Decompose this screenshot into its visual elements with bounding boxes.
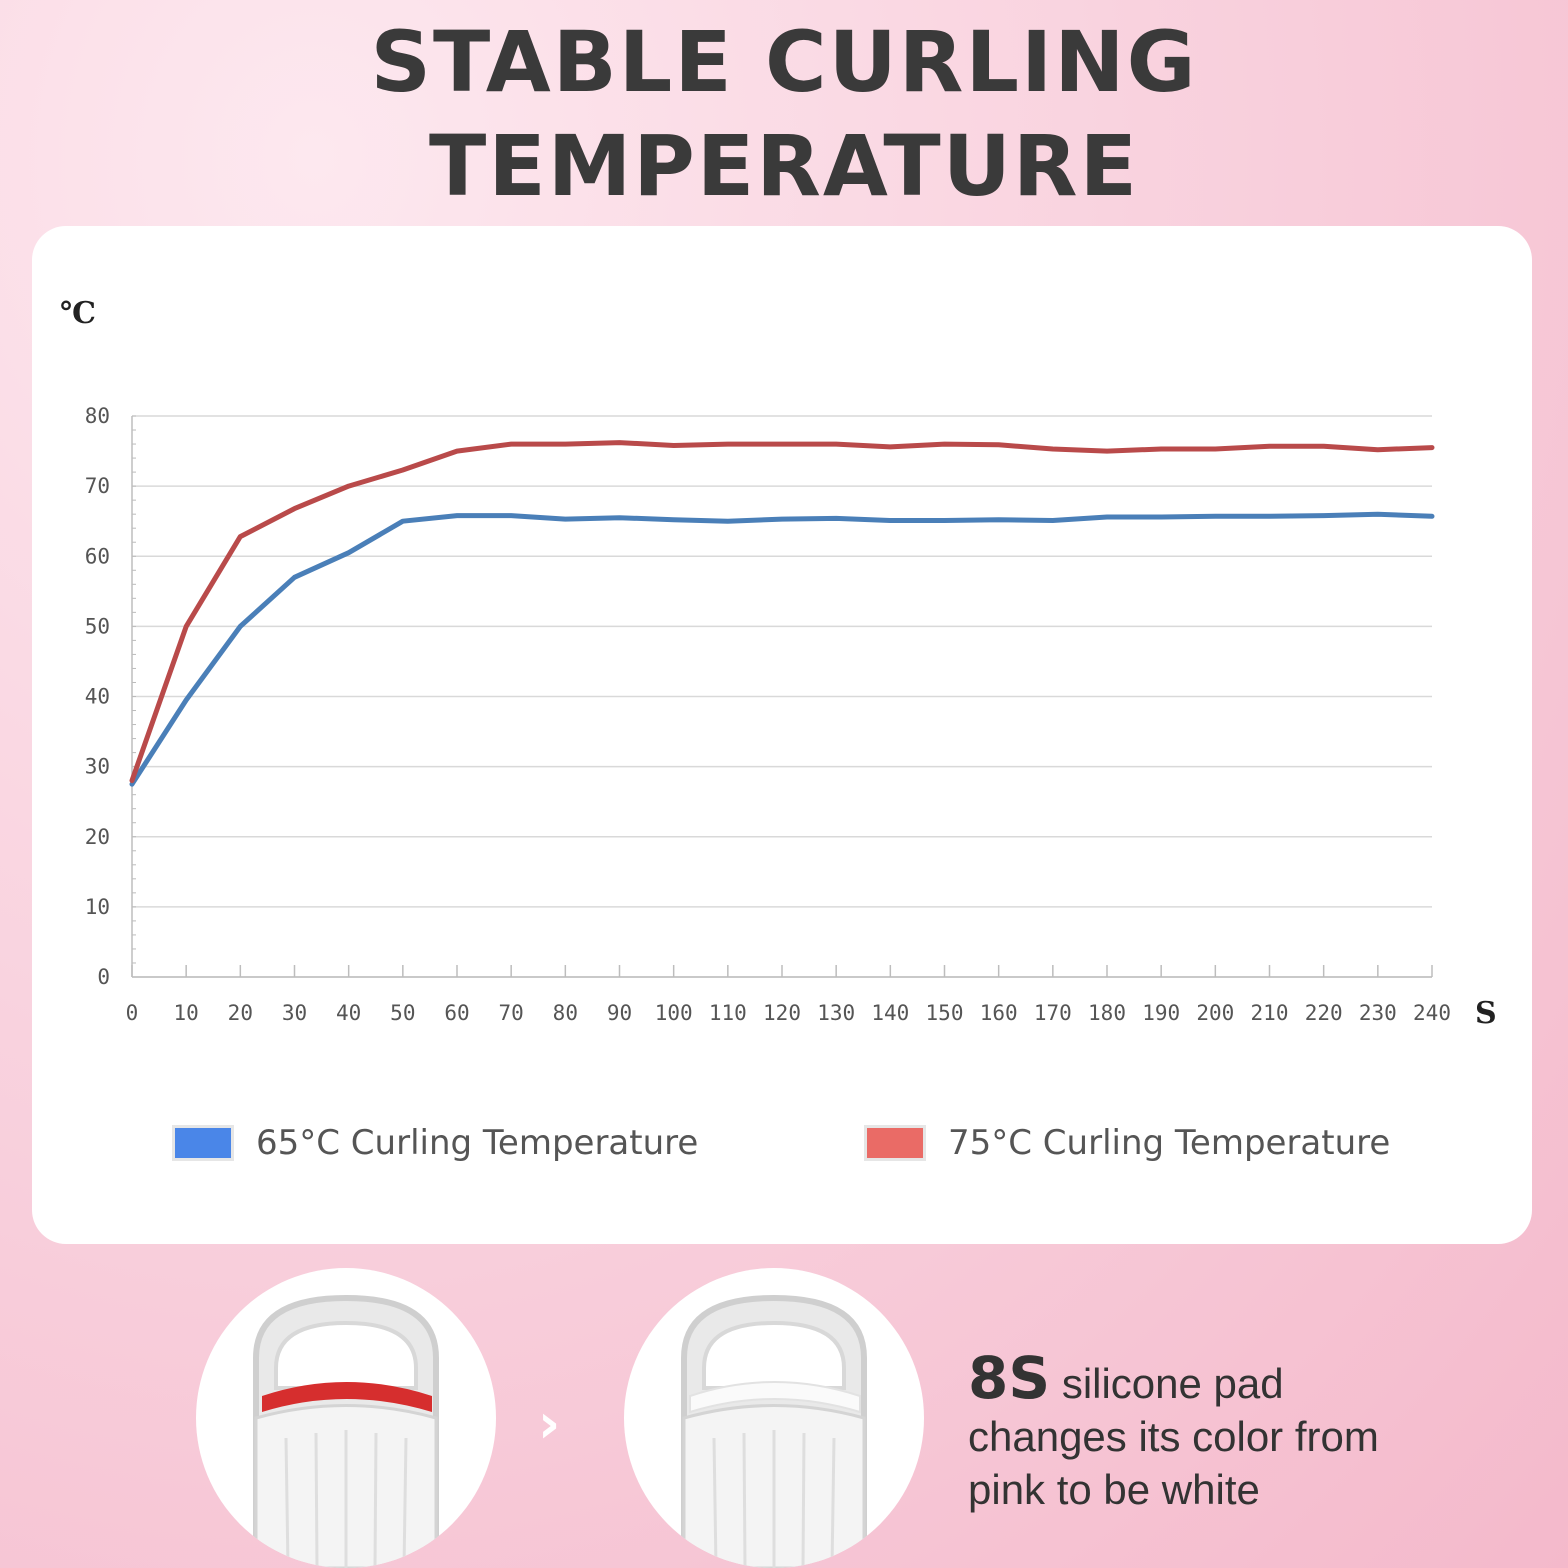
series-line-1 bbox=[129, 440, 1435, 784]
caption-text: 8S silicone pad changes its color from p… bbox=[968, 1349, 1379, 1516]
curler-before-image bbox=[196, 1268, 496, 1568]
x-tick-label: 240 bbox=[1413, 1001, 1451, 1025]
x-tick-label: 40 bbox=[336, 1001, 361, 1025]
series-line-0 bbox=[129, 511, 1435, 787]
eyelash-curler-icon bbox=[253, 1294, 439, 1568]
x-tick-label: 70 bbox=[499, 1001, 524, 1025]
x-tick-label: 100 bbox=[655, 1001, 693, 1025]
x-tick-label: 80 bbox=[553, 1001, 578, 1025]
legend-item-75: 75°C Curling Temperature bbox=[864, 1120, 1390, 1166]
x-tick-label: 230 bbox=[1359, 1001, 1397, 1025]
x-tick-label: 220 bbox=[1305, 1001, 1343, 1025]
x-tick-label: 160 bbox=[980, 1001, 1018, 1025]
legend-swatch-red bbox=[864, 1125, 926, 1161]
y-tick-label: 10 bbox=[85, 895, 110, 919]
y-tick-label: 30 bbox=[85, 755, 110, 779]
x-tick-label: 30 bbox=[282, 1001, 307, 1025]
legend-swatch-blue bbox=[172, 1125, 234, 1161]
legend-label-75: 75°C Curling Temperature bbox=[948, 1123, 1391, 1163]
x-tick-label: 90 bbox=[607, 1001, 632, 1025]
x-axis-unit-label: S bbox=[1475, 996, 1497, 1031]
temperature-line-chart: 0 10 20 30 40 50 60 70 80 0 10 20 30 40 50 60 70 80 90 100 1… bbox=[60, 296, 1497, 1031]
legend-label-65: 65°C Curling Temperature bbox=[256, 1123, 699, 1163]
page-title-line-1: STABLE CURLING bbox=[370, 13, 1198, 111]
x-tick-label: 110 bbox=[709, 1001, 747, 1025]
x-tick-label: 140 bbox=[871, 1001, 909, 1025]
y-axis-unit-label: ℃ bbox=[60, 296, 96, 331]
caption-line-2: changes its color from bbox=[968, 1413, 1379, 1460]
y-tick-label: 20 bbox=[85, 825, 110, 849]
x-tick-label: 150 bbox=[926, 1001, 964, 1025]
caption-line-1: silicone pad bbox=[1061, 1360, 1284, 1407]
y-tick-label: 70 bbox=[85, 474, 110, 498]
y-tick-label: 50 bbox=[85, 614, 110, 638]
x-tick-label: 120 bbox=[763, 1001, 801, 1025]
eyelash-curler-icon bbox=[681, 1294, 867, 1568]
x-tick-label: 50 bbox=[390, 1001, 415, 1025]
legend-item-65: 65°C Curling Temperature bbox=[172, 1120, 698, 1166]
x-tick-label: 10 bbox=[174, 1001, 199, 1025]
chevron-right-icon: › bbox=[538, 1392, 561, 1455]
x-tick-label: 0 bbox=[126, 1001, 139, 1025]
x-tick-label: 200 bbox=[1196, 1001, 1234, 1025]
chart-card: 0 10 20 30 40 50 60 70 80 0 10 20 30 40 50 60 70 80 90 100 1… bbox=[32, 226, 1532, 1244]
caption-bold: 8S bbox=[968, 1344, 1051, 1412]
page-title-line-2: TEMPERATURE bbox=[429, 117, 1139, 215]
y-tick-label: 0 bbox=[97, 965, 110, 989]
x-tick-label: 20 bbox=[228, 1001, 253, 1025]
x-tick-label: 130 bbox=[817, 1001, 855, 1025]
y-tick-label: 40 bbox=[85, 685, 110, 709]
x-tick-label: 210 bbox=[1251, 1001, 1289, 1025]
y-tick-label: 60 bbox=[85, 544, 110, 568]
x-tick-label: 180 bbox=[1088, 1001, 1126, 1025]
x-tick-label: 170 bbox=[1034, 1001, 1072, 1025]
y-tick-label: 80 bbox=[85, 404, 110, 428]
caption-line-3: pink to be white bbox=[968, 1466, 1260, 1513]
x-tick-label: 60 bbox=[444, 1001, 469, 1025]
x-tick-label: 190 bbox=[1142, 1001, 1180, 1025]
curler-after-image bbox=[624, 1268, 924, 1568]
